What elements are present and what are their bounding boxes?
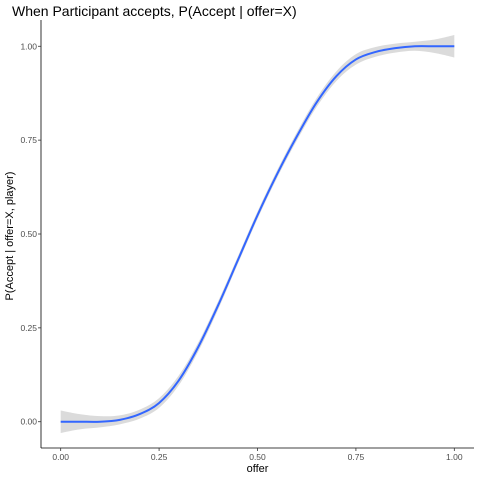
confidence-band [60,35,455,433]
y-tick-label: 0.50 [20,229,37,239]
x-tick-label: 0.50 [249,452,266,462]
x-tick-label: 0.25 [151,452,168,462]
y-tick-label: 0.75 [20,135,37,145]
plot-area [60,35,455,433]
y-axis-ticks: 0.00 0.25 0.50 0.75 1.00 [20,41,41,427]
x-tick-label: 1.00 [446,452,463,462]
chart-title: When Participant accepts, P(Accept | off… [12,3,297,19]
y-tick-label: 1.00 [20,41,37,51]
x-axis-ticks: 0.00 0.25 0.50 0.75 1.00 [52,448,463,462]
y-tick-label: 0.00 [20,417,37,427]
x-tick-label: 0.00 [52,452,69,462]
y-tick-label: 0.25 [20,323,37,333]
x-tick-label: 0.75 [348,452,365,462]
y-axis-title: P(Accept | offer=X, player) [4,172,16,301]
fitted-curve [60,45,455,423]
x-axis-title: offer [247,463,269,475]
